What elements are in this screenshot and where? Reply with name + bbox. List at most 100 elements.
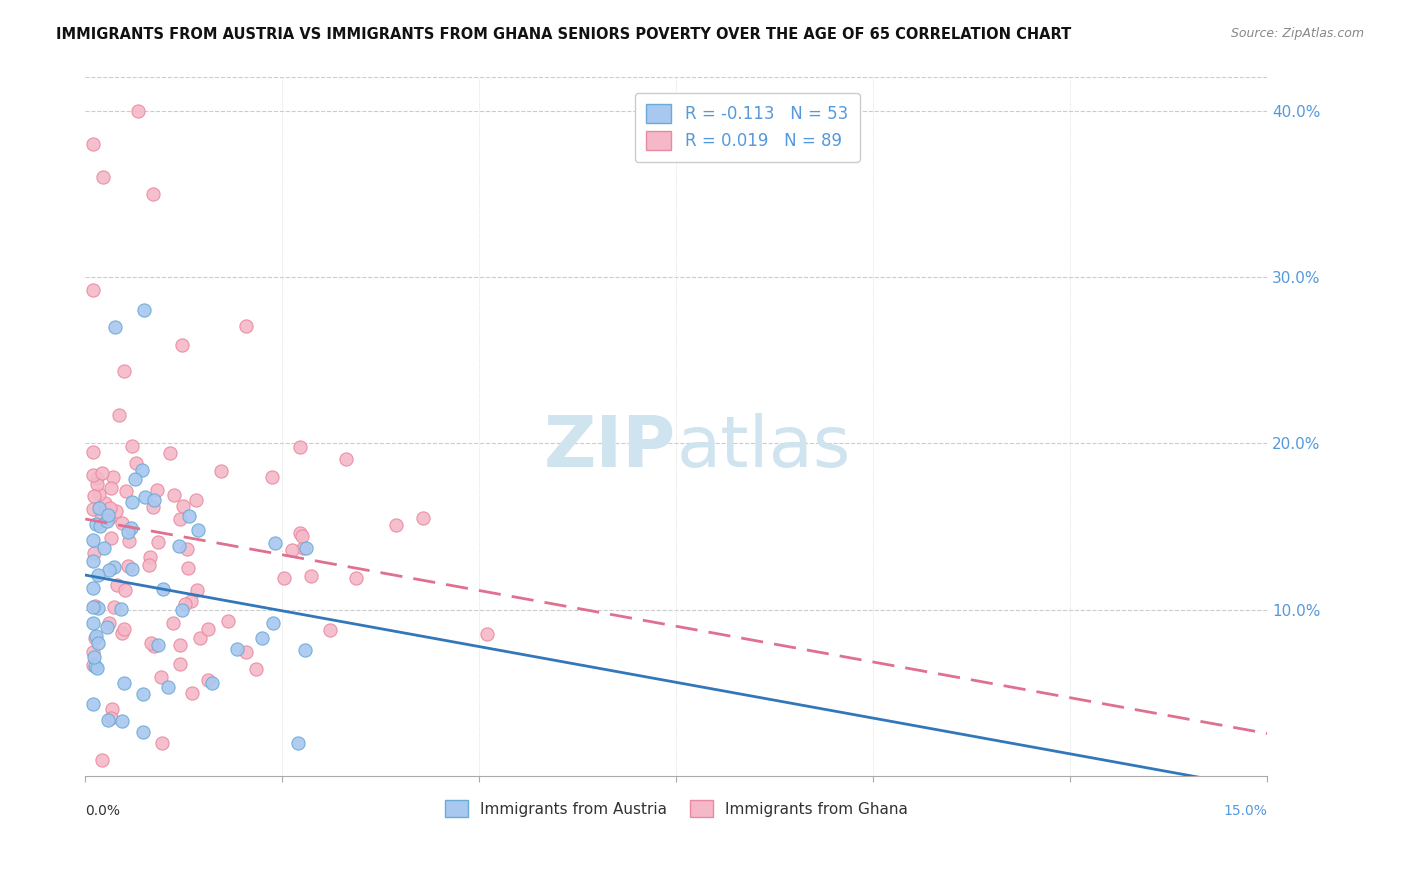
Point <box>127 103 149 118</box>
Point <box>172 603 194 617</box>
Point <box>138 558 160 573</box>
Point <box>143 639 166 653</box>
Point <box>146 535 169 549</box>
Point <box>82 581 104 595</box>
Point <box>82 533 104 547</box>
Point <box>86 476 108 491</box>
Point <box>96 514 118 528</box>
Point <box>83 546 105 560</box>
Point <box>319 624 342 638</box>
Point <box>110 602 132 616</box>
Text: ZIP: ZIP <box>544 413 676 483</box>
Point <box>84 629 107 643</box>
Point <box>115 484 138 499</box>
Point <box>335 452 357 467</box>
Point <box>132 725 155 739</box>
Point <box>290 526 312 541</box>
Point <box>181 686 204 700</box>
Point <box>177 561 200 575</box>
Point <box>180 594 202 608</box>
Point <box>163 488 186 502</box>
Point <box>97 563 120 577</box>
Point <box>149 669 172 683</box>
Point <box>82 467 104 482</box>
Point <box>250 632 273 646</box>
Point <box>104 320 127 334</box>
Point <box>87 636 110 650</box>
Text: atlas: atlas <box>676 413 851 483</box>
Point <box>157 681 180 695</box>
Point <box>273 571 295 585</box>
Point <box>94 496 117 510</box>
Point <box>344 570 367 584</box>
Point <box>287 736 309 750</box>
Point <box>90 466 112 480</box>
Point <box>262 616 284 631</box>
Point <box>384 518 406 533</box>
Point <box>82 553 104 567</box>
Point <box>93 541 115 556</box>
Point <box>111 626 134 640</box>
Point <box>260 470 283 484</box>
Text: 15.0%: 15.0% <box>1223 804 1267 818</box>
Point <box>105 578 128 592</box>
Point <box>290 440 312 454</box>
Point <box>292 541 315 555</box>
Point <box>264 536 287 550</box>
Point <box>108 408 131 422</box>
Point <box>93 170 115 185</box>
Point <box>83 599 105 613</box>
Point <box>146 638 169 652</box>
Point <box>100 481 122 495</box>
Point <box>82 697 104 711</box>
Point <box>83 489 105 503</box>
Point <box>98 511 121 525</box>
Point <box>100 702 122 716</box>
Point <box>169 638 191 652</box>
Point <box>111 516 134 530</box>
Point <box>98 500 121 515</box>
Point <box>186 493 208 508</box>
Point <box>83 659 105 673</box>
Point <box>100 531 122 545</box>
Point <box>142 493 165 508</box>
Point <box>83 649 105 664</box>
Point <box>159 446 181 460</box>
Point <box>97 713 120 727</box>
Point <box>179 508 201 523</box>
Point <box>91 752 114 766</box>
Point <box>103 560 125 574</box>
Point <box>134 490 156 504</box>
Text: IMMIGRANTS FROM AUSTRIA VS IMMIGRANTS FROM GHANA SENIORS POVERTY OVER THE AGE OF: IMMIGRANTS FROM AUSTRIA VS IMMIGRANTS FR… <box>56 27 1071 42</box>
Point <box>412 511 434 525</box>
Point <box>169 657 191 671</box>
Point <box>299 569 322 583</box>
Point <box>142 186 165 201</box>
Point <box>280 543 302 558</box>
Point <box>150 735 173 749</box>
Text: Source: ZipAtlas.com: Source: ZipAtlas.com <box>1230 27 1364 40</box>
Point <box>475 627 498 641</box>
Point <box>84 631 107 645</box>
Point <box>84 516 107 531</box>
Legend: Immigrants from Austria, Immigrants from Ghana: Immigrants from Austria, Immigrants from… <box>437 792 915 824</box>
Point <box>235 319 257 334</box>
Point <box>169 539 191 553</box>
Point <box>103 599 125 614</box>
Point <box>186 582 208 597</box>
Point <box>245 662 267 676</box>
Point <box>176 541 198 556</box>
Point <box>197 673 219 687</box>
Point <box>117 559 139 574</box>
Point <box>87 600 110 615</box>
Point <box>188 631 211 645</box>
Point <box>141 636 163 650</box>
Point <box>209 465 232 479</box>
Point <box>174 597 197 611</box>
Point <box>162 615 184 630</box>
Point <box>96 619 118 633</box>
Point <box>97 508 120 522</box>
Point <box>121 439 143 453</box>
Point <box>172 499 194 513</box>
Point <box>172 337 194 351</box>
